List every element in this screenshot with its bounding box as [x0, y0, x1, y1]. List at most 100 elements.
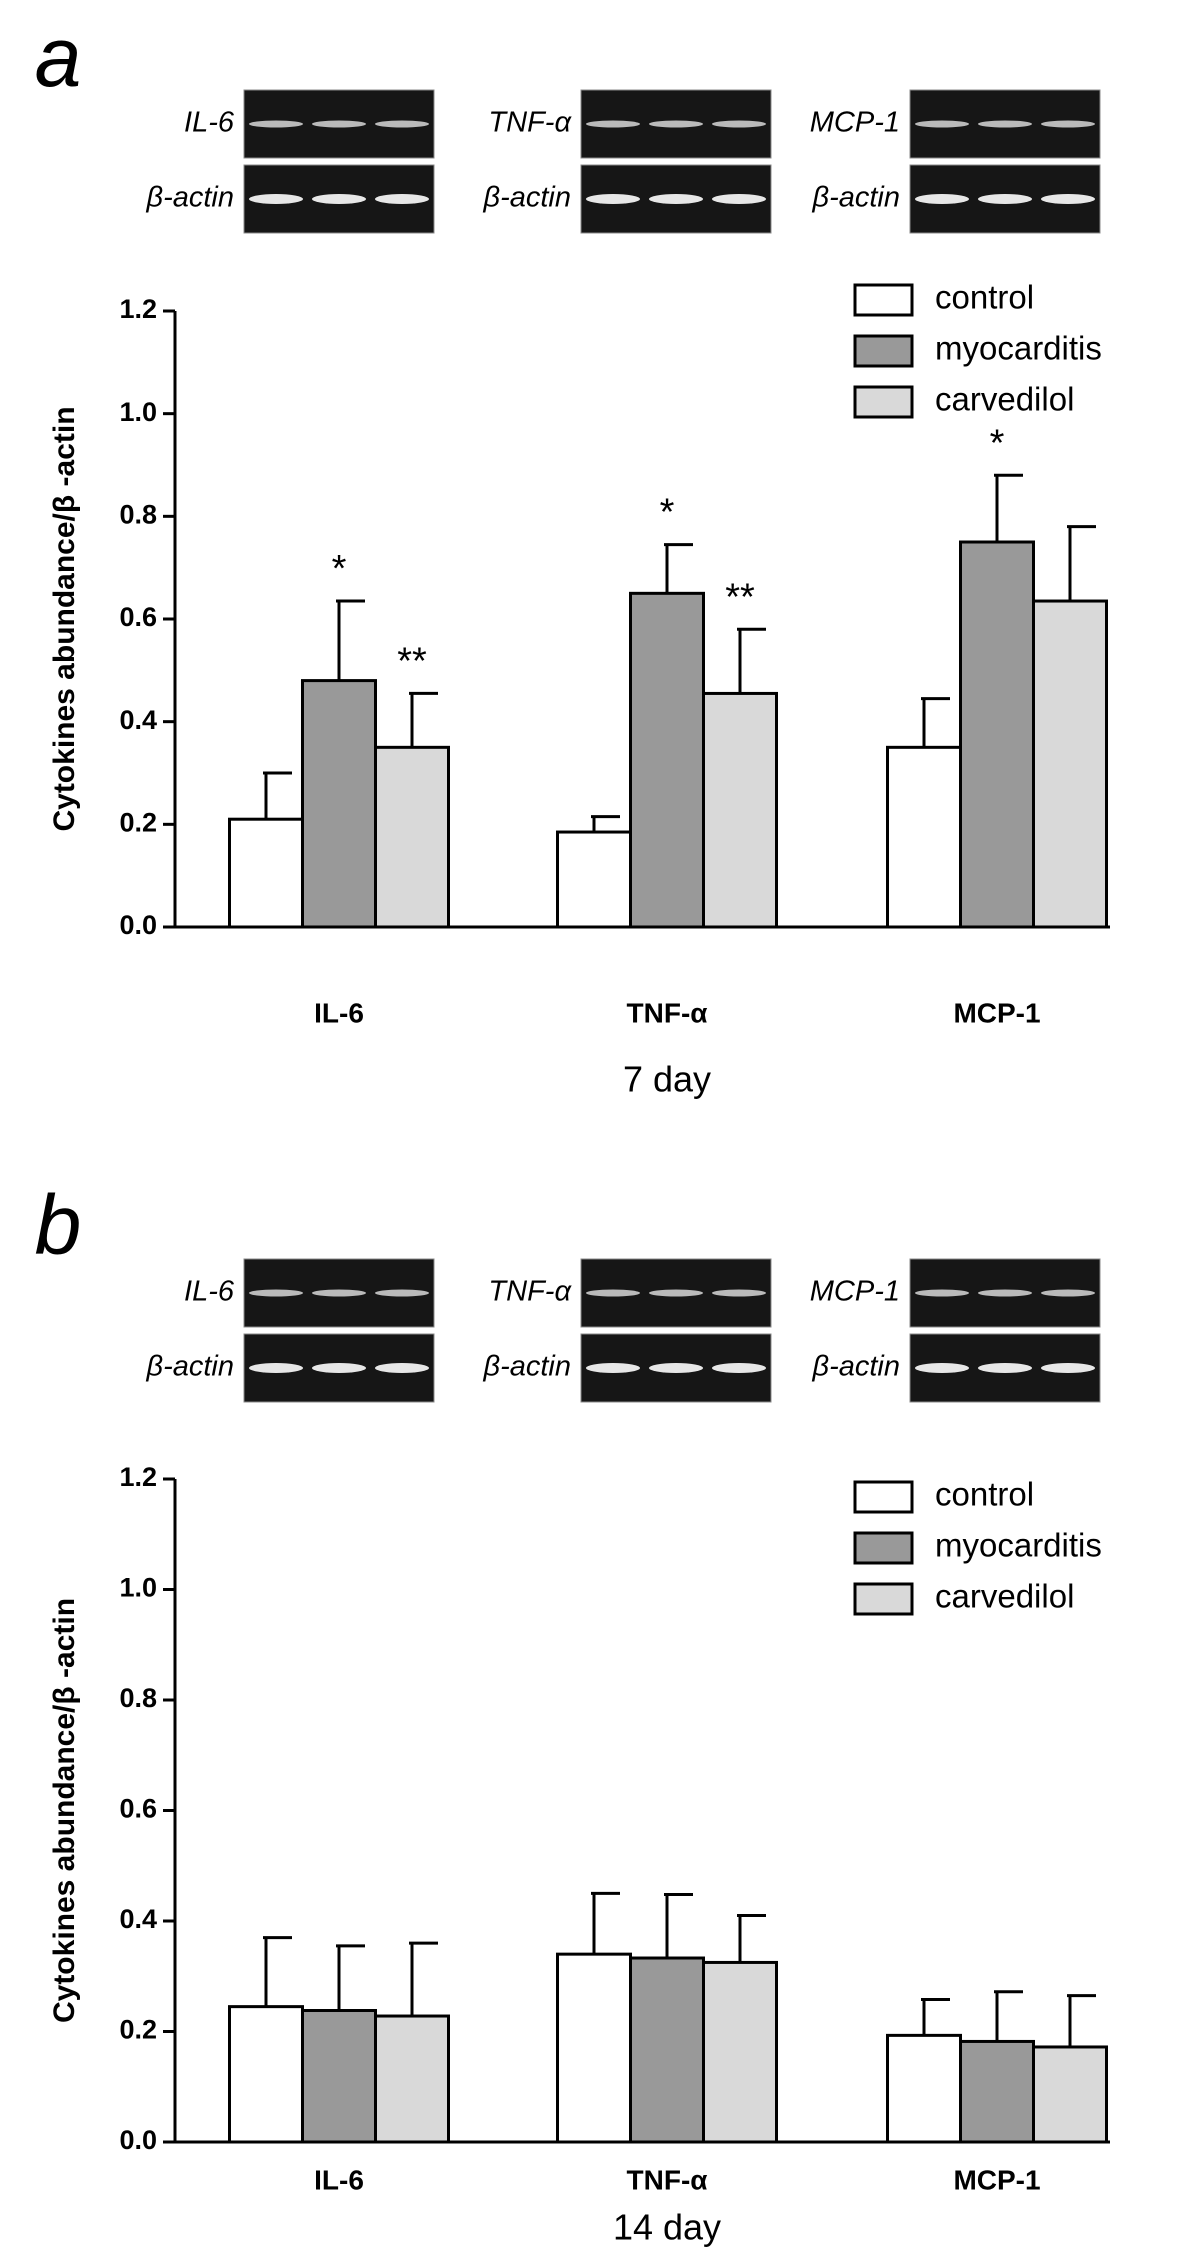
- gel-band: [312, 194, 366, 204]
- x-tick-label: TNF-α: [627, 2164, 708, 2195]
- bar: [374, 745, 450, 929]
- y-tick-label: 1.2: [119, 294, 157, 324]
- legend-swatch: [853, 334, 914, 368]
- y-tick-label: 0.6: [119, 602, 157, 632]
- blot-label: TNF-α: [488, 107, 572, 139]
- significance-mark: **: [397, 640, 427, 682]
- y-axis-label: Cytokines abundance/β -actin: [48, 406, 81, 831]
- significance-mark: **: [725, 576, 755, 618]
- bar: [556, 1952, 632, 2144]
- bar: [301, 2009, 377, 2144]
- y-tick-label: 1.0: [119, 397, 157, 427]
- gel-band: [978, 1289, 1032, 1297]
- legend-swatch: [853, 1582, 914, 1616]
- y-tick-label: 0.2: [119, 807, 157, 837]
- error-bar: [1067, 1994, 1096, 2047]
- error-bar: [1067, 525, 1096, 602]
- bar: [886, 745, 962, 929]
- x-tick-label: IL-6: [314, 2164, 364, 2195]
- blot-label: β-actin: [812, 182, 900, 214]
- gel-band: [249, 120, 303, 128]
- blot-label: IL-6: [184, 1276, 235, 1308]
- legend-label: carvedilol: [935, 1578, 1074, 1615]
- x-tick-label: TNF-α: [627, 997, 708, 1028]
- gel-band: [586, 1363, 640, 1373]
- gel-band: [712, 194, 766, 204]
- legend-label: control: [935, 1476, 1034, 1513]
- x-tick-label: IL-6: [314, 997, 364, 1028]
- bar: [1032, 599, 1108, 929]
- significance-mark: *: [660, 492, 675, 534]
- error-bar: [409, 691, 438, 748]
- error-bar: [336, 1944, 365, 2011]
- gel-band: [915, 1363, 969, 1373]
- y-tick-label: 0.0: [119, 910, 157, 940]
- error-bar: [737, 1913, 766, 1963]
- gel-band: [978, 1363, 1032, 1373]
- gel-band: [375, 1289, 429, 1297]
- error-bar: [263, 771, 292, 820]
- bar: [301, 679, 377, 929]
- y-tick-label: 0.2: [119, 2015, 157, 2045]
- blot-label: β-actin: [483, 182, 571, 214]
- significance-mark: *: [332, 548, 347, 590]
- gel-band: [1041, 1289, 1095, 1297]
- gel-band: [312, 1289, 366, 1297]
- error-bar: [737, 627, 766, 694]
- y-tick-label: 0.4: [119, 705, 157, 735]
- gel-band: [712, 1289, 766, 1297]
- gel-band: [375, 1363, 429, 1373]
- legend-label: myocarditis: [935, 1527, 1102, 1564]
- bar: [556, 830, 632, 929]
- error-bar: [263, 1936, 292, 2007]
- error-bar: [409, 1941, 438, 2017]
- blot-label: β-actin: [146, 182, 234, 214]
- gel-band: [375, 194, 429, 204]
- gel-band: [649, 1363, 703, 1373]
- gel-band: [1041, 1363, 1095, 1373]
- error-bar: [591, 815, 620, 833]
- bar: [886, 2033, 962, 2144]
- bar: [374, 2014, 450, 2144]
- gel-band: [249, 1363, 303, 1373]
- y-tick-label: 0.4: [119, 1904, 157, 1934]
- gel-band: [649, 120, 703, 128]
- bar: [629, 591, 705, 929]
- x-tick-label: MCP-1: [953, 997, 1040, 1028]
- y-tick-label: 0.6: [119, 1794, 157, 1824]
- y-tick-label: 1.0: [119, 1573, 157, 1603]
- error-bar: [921, 697, 950, 748]
- gel-band: [312, 120, 366, 128]
- gel-band: [712, 1363, 766, 1373]
- legend-swatch: [853, 1531, 914, 1565]
- blot-label: IL-6: [184, 107, 235, 139]
- y-axis-label: Cytokines abundance/β -actin: [48, 1598, 81, 2023]
- gel-band: [312, 1363, 366, 1373]
- bar: [228, 2005, 304, 2144]
- blot-label: β-actin: [146, 1351, 234, 1383]
- gel-band: [978, 120, 1032, 128]
- bar: [629, 1956, 705, 2144]
- gel-band: [978, 194, 1032, 204]
- blot-label: β-actin: [483, 1351, 571, 1383]
- bar: [1032, 2045, 1108, 2144]
- blot-label: β-actin: [812, 1351, 900, 1383]
- significance-mark: *: [990, 422, 1005, 464]
- x-axis-label: 14 day: [613, 2207, 721, 2248]
- gel-band: [712, 120, 766, 128]
- gel-band: [586, 194, 640, 204]
- gel-band: [649, 194, 703, 204]
- blot-label: MCP-1: [810, 1276, 900, 1308]
- gel-band: [915, 1289, 969, 1297]
- y-tick-label: 1.2: [119, 1462, 157, 1492]
- error-bar: [921, 1997, 950, 2036]
- x-axis-label: 7 day: [623, 1059, 711, 1100]
- legend-label: myocarditis: [935, 330, 1102, 367]
- gel-band: [586, 1289, 640, 1297]
- blot-label: TNF-α: [488, 1276, 572, 1308]
- gel-band: [1041, 194, 1095, 204]
- y-tick-label: 0.8: [119, 1683, 157, 1713]
- gel-band: [915, 120, 969, 128]
